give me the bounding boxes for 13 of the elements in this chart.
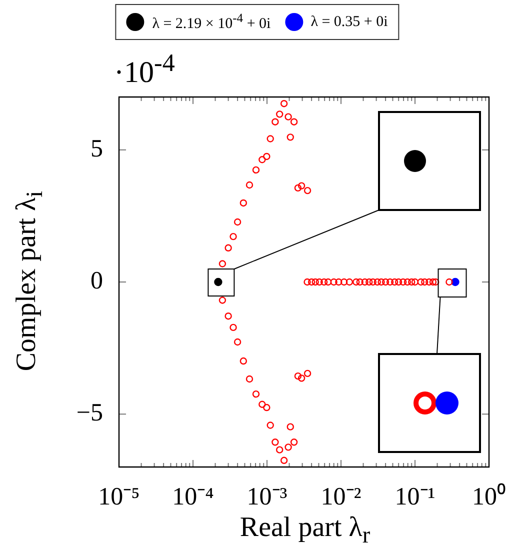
x-tick-label: 10⁰ bbox=[472, 482, 506, 511]
x-tick-label: 10⁻⁵ bbox=[98, 484, 140, 511]
y-tick-label: 0 bbox=[90, 268, 103, 295]
x-tick-label: 10⁻⁴ bbox=[172, 484, 214, 511]
x-axis-title: Real part λ$_{r}$ bbox=[240, 512, 370, 550]
y-tick-label: 5 bbox=[90, 135, 103, 162]
x-tick-label: 10⁻¹ bbox=[394, 484, 436, 511]
legend-label: λ = 2.19 × 10$^{-4}$ + 0i bbox=[152, 11, 271, 33]
y-tick-label: −5 bbox=[76, 400, 103, 427]
x-tick-label: 10⁻² bbox=[320, 484, 362, 511]
text: ·10$^{-4}$ bbox=[114, 50, 175, 90]
legend-label: λ = 0.35 + 0i bbox=[310, 14, 388, 30]
x-tick-label: 10⁻³ bbox=[246, 484, 288, 511]
